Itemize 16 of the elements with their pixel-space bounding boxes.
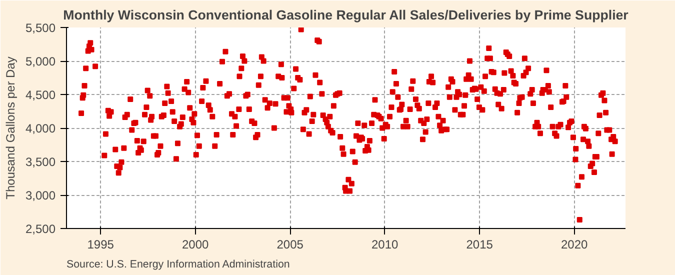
x-tick-label: 2015: [466, 238, 494, 252]
x-tick-label: 2000: [182, 238, 210, 252]
y-tick-label: 4,500: [25, 88, 56, 102]
x-tick-label: 2005: [276, 238, 304, 252]
x-tick-label: 2010: [372, 238, 399, 252]
y-tick-label: 5,000: [25, 54, 56, 68]
y-tick-label: 3,000: [25, 188, 56, 202]
y-tick-label: 3,500: [25, 155, 56, 169]
y-axis-title: Thousand Gallons per Day: [3, 56, 18, 200]
y-tick-label: 5,500: [25, 21, 56, 35]
x-tick-label: 2020: [560, 238, 588, 252]
chart-title: Monthly Wisconsin Conventional Gasoline Regular All Sales/Deliveries by Prime Supplier: [63, 8, 628, 22]
y-tick-label: 2,500: [25, 222, 56, 236]
y-tick-label: 4,000: [25, 122, 56, 136]
x-tick-label: 1995: [87, 238, 114, 252]
source-note: Source: U.S. Energy Information Administration: [66, 258, 290, 270]
